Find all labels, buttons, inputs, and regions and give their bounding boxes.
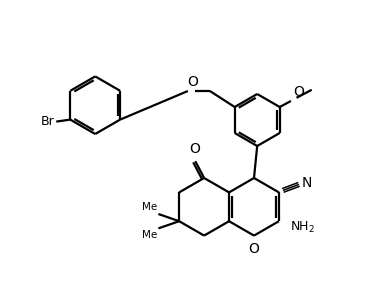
Text: Me: Me xyxy=(142,230,157,240)
Text: NH$_2$: NH$_2$ xyxy=(290,220,315,235)
Text: N: N xyxy=(302,176,312,190)
Text: O: O xyxy=(248,243,259,256)
Text: Me: Me xyxy=(142,202,157,212)
Text: O: O xyxy=(293,85,304,99)
Text: O: O xyxy=(189,142,200,156)
Text: O: O xyxy=(187,75,198,89)
Text: Br: Br xyxy=(40,115,54,128)
